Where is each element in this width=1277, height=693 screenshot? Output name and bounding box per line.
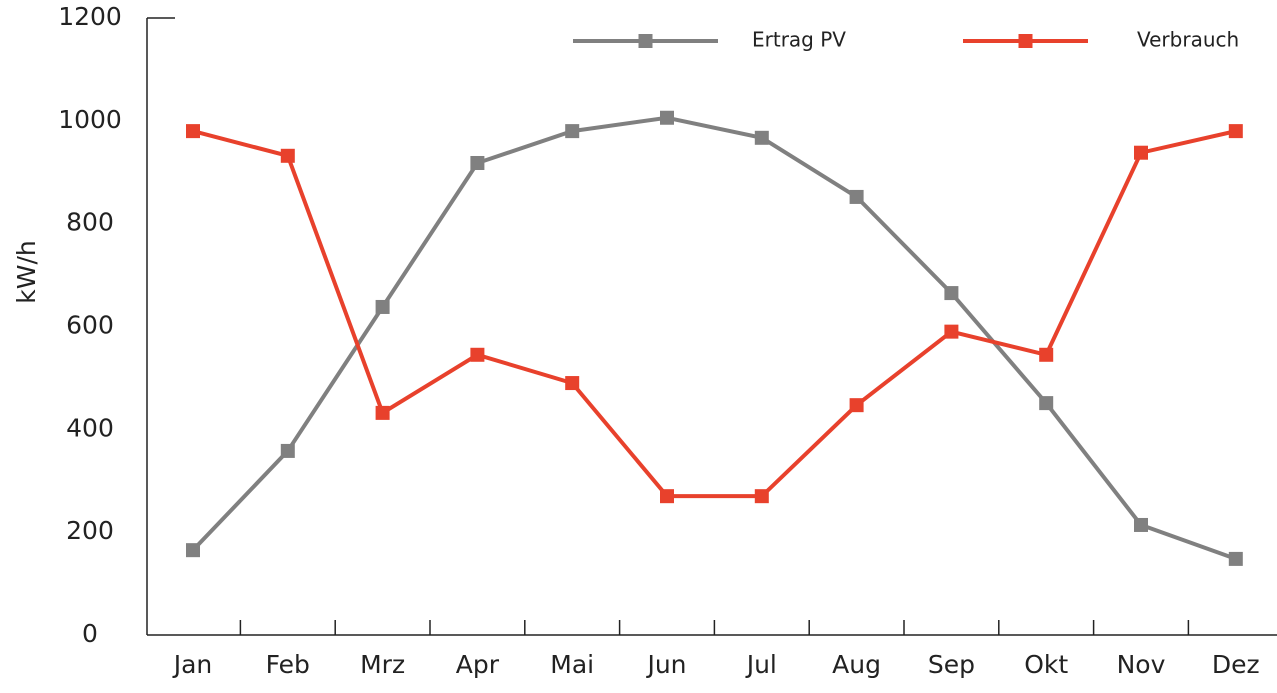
x-tick-label: Mai bbox=[550, 650, 594, 679]
y-tick-label: 400 bbox=[66, 413, 114, 442]
marker bbox=[1039, 396, 1054, 411]
y-axis-label: kW/h bbox=[12, 240, 41, 303]
x-tick-label: Mrz bbox=[360, 650, 405, 679]
x-tick-label: Aug bbox=[832, 650, 881, 679]
marker bbox=[660, 110, 674, 125]
marker bbox=[944, 324, 959, 339]
y-tick-label: 800 bbox=[66, 208, 114, 237]
marker bbox=[754, 489, 769, 504]
legend-label: Verbrauch bbox=[1137, 28, 1239, 52]
x-tick-label: Jan bbox=[172, 650, 213, 679]
marker bbox=[280, 148, 295, 163]
marker bbox=[565, 376, 580, 391]
y-tick-label: 1000 bbox=[58, 105, 122, 134]
marker bbox=[186, 543, 200, 558]
line bbox=[192, 129, 1237, 499]
legend-marker bbox=[1018, 34, 1033, 48]
y-tick-label: 600 bbox=[66, 311, 114, 340]
marker bbox=[849, 398, 864, 413]
x-tick-label: Nov bbox=[1117, 650, 1166, 679]
marker bbox=[849, 189, 864, 204]
x-tick-label: Feb bbox=[266, 650, 310, 679]
x-tick-label: Dez bbox=[1212, 650, 1260, 679]
marker bbox=[1134, 145, 1148, 160]
marker bbox=[1228, 124, 1243, 139]
marker bbox=[754, 130, 769, 145]
marker bbox=[186, 124, 200, 139]
y-tick-label: 200 bbox=[66, 516, 114, 545]
marker bbox=[565, 124, 580, 139]
marker bbox=[375, 299, 390, 314]
marker bbox=[470, 155, 485, 170]
x-tick-label: Jun bbox=[645, 650, 686, 679]
x-tick-label: Sep bbox=[928, 650, 975, 679]
marker bbox=[470, 347, 485, 362]
marker bbox=[1039, 347, 1054, 362]
marker bbox=[1228, 551, 1243, 566]
marker bbox=[944, 286, 959, 301]
y-tick-label: 0 bbox=[82, 619, 98, 648]
x-tick-label: Apr bbox=[456, 650, 500, 679]
y-tick-label: 1200 bbox=[58, 2, 122, 31]
marker bbox=[280, 443, 295, 458]
line bbox=[191, 115, 1237, 561]
legend-marker bbox=[638, 34, 653, 48]
legend-label: Ertrag PV bbox=[752, 28, 846, 52]
x-tick-label: Okt bbox=[1024, 650, 1068, 679]
marker bbox=[375, 405, 390, 420]
marker bbox=[660, 489, 674, 504]
x-tick-label: Jul bbox=[745, 650, 777, 679]
marker bbox=[1134, 517, 1148, 532]
